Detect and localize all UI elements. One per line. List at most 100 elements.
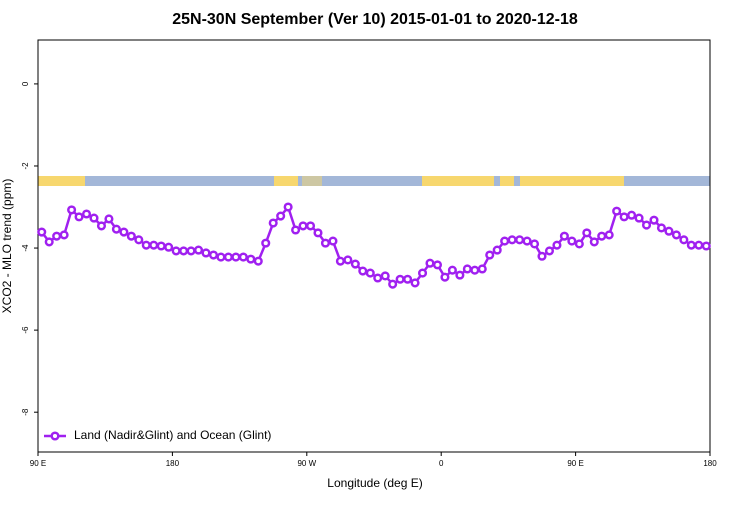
point bbox=[350, 259, 360, 269]
point bbox=[276, 211, 286, 221]
y-tick-label: -8 bbox=[21, 408, 30, 416]
point bbox=[261, 238, 271, 248]
point bbox=[634, 213, 644, 223]
y-tick-label: -4 bbox=[21, 244, 30, 252]
point bbox=[686, 240, 696, 250]
point bbox=[567, 236, 577, 246]
point bbox=[343, 255, 353, 265]
land-band bbox=[520, 176, 624, 186]
point bbox=[201, 248, 211, 258]
point bbox=[500, 236, 510, 246]
y-axis-label: XCO2 - MLO trend (ppm) bbox=[0, 179, 14, 314]
point bbox=[89, 213, 99, 223]
land-band bbox=[500, 176, 514, 186]
point bbox=[679, 235, 689, 245]
point bbox=[298, 221, 308, 231]
point bbox=[141, 240, 151, 250]
point bbox=[515, 235, 525, 245]
point bbox=[522, 236, 532, 246]
point bbox=[544, 246, 555, 256]
point bbox=[440, 272, 450, 282]
x-tick-label: 180 bbox=[703, 459, 717, 468]
x-tick-label: 90 W bbox=[297, 459, 316, 468]
point bbox=[477, 264, 487, 274]
point bbox=[52, 231, 62, 241]
land-band bbox=[302, 176, 322, 186]
point bbox=[313, 228, 323, 238]
point bbox=[59, 230, 69, 240]
point bbox=[552, 240, 562, 250]
point bbox=[246, 254, 256, 264]
point bbox=[208, 250, 219, 260]
point bbox=[186, 246, 196, 256]
point bbox=[238, 252, 248, 262]
point bbox=[604, 230, 614, 240]
land-band bbox=[274, 176, 298, 186]
point bbox=[231, 252, 241, 262]
point bbox=[81, 209, 92, 219]
point bbox=[126, 231, 136, 241]
point bbox=[425, 258, 435, 268]
point bbox=[507, 235, 517, 245]
point bbox=[694, 240, 704, 250]
point bbox=[335, 256, 345, 266]
point bbox=[156, 241, 166, 251]
point bbox=[320, 238, 331, 248]
land-ocean-strip bbox=[38, 176, 710, 186]
point bbox=[492, 245, 502, 255]
point bbox=[403, 274, 413, 284]
point bbox=[701, 241, 711, 251]
point bbox=[365, 268, 375, 278]
point bbox=[574, 239, 584, 249]
point bbox=[559, 231, 569, 241]
ocean-band bbox=[38, 176, 710, 186]
point bbox=[597, 231, 607, 241]
point bbox=[111, 224, 121, 234]
point bbox=[216, 252, 226, 262]
x-tick-label: 0 bbox=[439, 459, 444, 468]
point bbox=[291, 225, 301, 235]
point bbox=[44, 237, 54, 247]
point bbox=[67, 205, 77, 215]
point bbox=[380, 271, 390, 281]
y-tick-label: -6 bbox=[21, 326, 30, 334]
point bbox=[582, 228, 592, 238]
point bbox=[529, 239, 540, 249]
point bbox=[305, 221, 316, 231]
point bbox=[410, 278, 420, 288]
point bbox=[171, 246, 181, 256]
x-tick-label: 180 bbox=[166, 459, 180, 468]
point bbox=[589, 237, 599, 247]
legend-marker bbox=[50, 431, 60, 441]
chart-title: 25N-30N September (Ver 10) 2015-01-01 to… bbox=[172, 11, 578, 28]
point bbox=[462, 264, 472, 274]
y-tick-label: -2 bbox=[21, 162, 30, 170]
legend-label: Land (Nadir&Glint) and Ocean (Glint) bbox=[74, 428, 271, 442]
point bbox=[470, 265, 480, 275]
point bbox=[417, 268, 428, 278]
point bbox=[37, 227, 47, 237]
point bbox=[223, 252, 233, 262]
point bbox=[253, 256, 263, 266]
y-tick-label: 0 bbox=[21, 81, 30, 86]
point bbox=[537, 251, 547, 261]
point bbox=[656, 223, 667, 233]
point bbox=[395, 274, 405, 284]
land-band bbox=[38, 176, 85, 186]
point bbox=[619, 212, 629, 222]
point bbox=[358, 266, 368, 276]
point bbox=[671, 230, 681, 240]
point bbox=[664, 226, 674, 236]
point bbox=[164, 242, 174, 252]
x-tick-label: 90 E bbox=[567, 459, 583, 468]
point bbox=[388, 279, 398, 289]
point bbox=[432, 260, 443, 270]
point bbox=[455, 270, 465, 280]
point bbox=[193, 245, 204, 255]
point bbox=[119, 227, 129, 237]
point bbox=[96, 221, 107, 231]
point bbox=[74, 212, 84, 222]
land-band bbox=[422, 176, 494, 186]
